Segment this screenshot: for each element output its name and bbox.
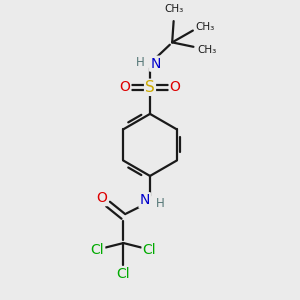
Text: H: H bbox=[136, 56, 145, 69]
Text: O: O bbox=[170, 80, 181, 94]
Text: CH₃: CH₃ bbox=[197, 45, 217, 55]
Text: H: H bbox=[156, 197, 165, 210]
Text: O: O bbox=[97, 191, 108, 205]
Text: S: S bbox=[145, 80, 155, 95]
Text: CH₃: CH₃ bbox=[196, 22, 215, 32]
Text: Cl: Cl bbox=[91, 243, 104, 256]
Text: Cl: Cl bbox=[142, 243, 156, 256]
Text: O: O bbox=[119, 80, 130, 94]
Text: CH₃: CH₃ bbox=[164, 4, 183, 14]
Text: N: N bbox=[150, 57, 160, 71]
Text: Cl: Cl bbox=[117, 267, 130, 281]
Text: N: N bbox=[140, 193, 150, 207]
